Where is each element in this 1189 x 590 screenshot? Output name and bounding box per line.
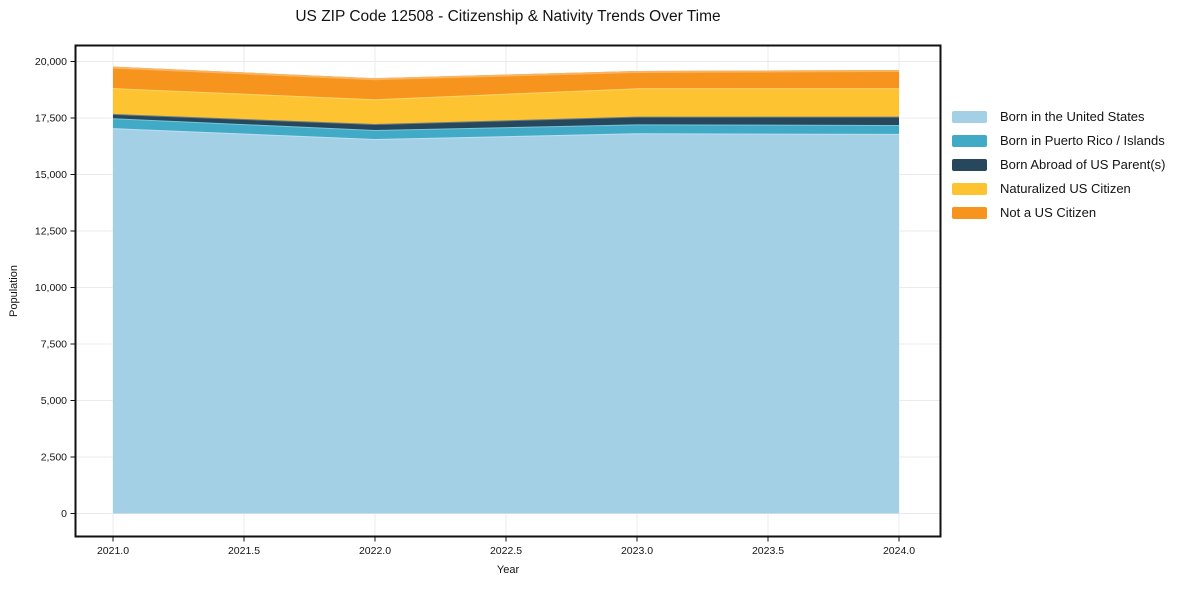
legend-item-born-abroad-of-us-parent-s: Born Abroad of US Parent(s) <box>952 157 1165 172</box>
plot-border <box>74 44 942 538</box>
y-tick-label: 0 <box>61 508 67 520</box>
legend-label: Born Abroad of US Parent(s) <box>1000 157 1166 172</box>
axis-ticks <box>70 60 900 542</box>
legend-swatch <box>952 110 987 123</box>
y-tick-label: 12,500 <box>35 226 67 238</box>
area-born-in-the-united-states <box>113 128 899 514</box>
y-axis-label: Population <box>8 265 20 317</box>
legend: Born in the United States Born in Puerto … <box>952 109 1165 220</box>
x-tick-label: 2021.5 <box>228 545 260 557</box>
legend-swatch <box>952 158 987 171</box>
y-tick-label: 10,000 <box>35 282 67 294</box>
area-edge-not-a-us-citizen <box>112 66 900 81</box>
legend-item-naturalized-us-citizen: Naturalized US Citizen <box>952 181 1165 196</box>
x-tick-label: 2023.0 <box>621 545 653 557</box>
y-tick-label: 2,500 <box>41 452 67 464</box>
x-tick-label: 2023.5 <box>752 545 784 557</box>
y-tick-label: 20,000 <box>35 56 67 68</box>
x-tick-label: 2022.0 <box>359 545 391 557</box>
legend-swatch <box>952 206 987 219</box>
legend-label: Not a US Citizen <box>1000 205 1097 220</box>
x-tick-label: 2024.0 <box>883 545 915 557</box>
legend-item-not-a-us-citizen: Not a US Citizen <box>952 205 1165 220</box>
legend-item-born-in-puerto-rico-islands: Born in Puerto Rico / Islands <box>952 133 1165 148</box>
area-born-in-puerto-rico-islands <box>113 118 899 140</box>
legend-label: Naturalized US Citizen <box>1000 181 1131 196</box>
legend-swatch <box>952 134 987 147</box>
tick-labels: 0 2,500 5,000 7,500 10,000 12,500 15,000 17,500… <box>35 56 915 557</box>
legend-item-born-in-the-united-states: Born in the United States <box>952 109 1165 124</box>
x-axis-label: Year <box>496 564 520 576</box>
y-tick-label: 7,500 <box>41 339 67 351</box>
x-tick-label: 2022.5 <box>490 545 522 557</box>
area-born-abroad-of-us-parent-s <box>113 113 899 130</box>
legend-label: Born in the United States <box>1000 109 1145 124</box>
legend-swatch <box>952 182 987 195</box>
chart-title: US ZIP Code 12508 - Citizenship & Nativi… <box>295 8 721 25</box>
y-tick-label: 15,000 <box>35 169 67 181</box>
y-tick-label: 17,500 <box>35 113 67 125</box>
stacked-areas <box>112 66 900 514</box>
y-tick-label: 5,000 <box>41 395 67 407</box>
x-tick-label: 2021.0 <box>97 545 129 557</box>
legend-label: Born in Puerto Rico / Islands <box>1000 133 1165 148</box>
area-not-a-us-citizen <box>113 66 899 100</box>
